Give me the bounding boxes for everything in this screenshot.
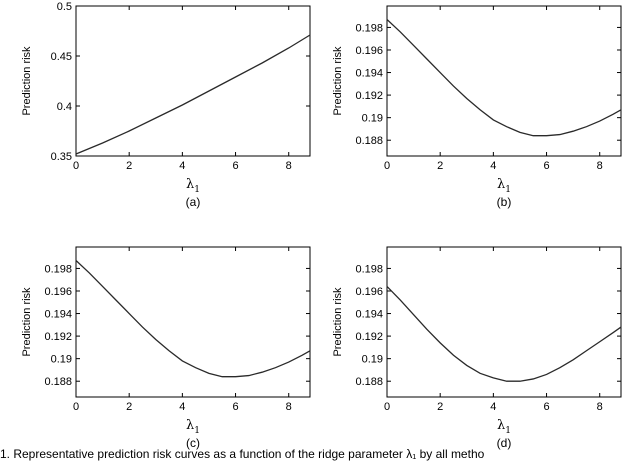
- panel-c: 0 2 4 6 8 0.188 0.19 0.192 0.194 0.196 0.198 Predic…: [21, 246, 311, 450]
- y-axis-label: Prediction risk: [21, 287, 33, 357]
- x-axis-label: λ1: [497, 418, 511, 436]
- y-tick-label: 0.194: [355, 68, 383, 80]
- x-axis-label-symbol: λ: [497, 418, 505, 433]
- x-axis-label: λ1: [186, 177, 200, 195]
- y-tick-label: 0.19: [362, 354, 383, 366]
- y-tick-label: 0.196: [355, 45, 383, 57]
- y-tick-label: 0.192: [355, 331, 383, 343]
- y-tick-label: 0.5: [57, 1, 72, 13]
- axes-frame: [386, 246, 622, 398]
- y-tick-label: 0.194: [355, 309, 383, 321]
- y-tick-label: 0.198: [355, 22, 383, 34]
- x-axis-label-subscript: 1: [505, 426, 511, 436]
- y-tick-label: 0.192: [355, 90, 383, 102]
- y-tick-label: 0.198: [355, 263, 383, 275]
- x-axis-label-symbol: λ: [497, 177, 505, 192]
- y-tick-label: 0.198: [44, 263, 72, 275]
- x-tick-label: 6: [232, 401, 238, 413]
- figure-caption: 1. Representative prediction risk curves…: [0, 447, 485, 461]
- panel-label: (c): [186, 436, 200, 450]
- y-axis-label: Prediction risk: [21, 46, 33, 116]
- x-tick-label: 4: [490, 160, 496, 172]
- x-tick-label: 8: [286, 160, 292, 172]
- panel-label: (d): [497, 436, 512, 450]
- x-axis-label-symbol: λ: [186, 177, 194, 192]
- y-tick-label: 0.4: [57, 101, 72, 113]
- x-tick-label: 0: [73, 160, 79, 172]
- x-tick-label: 8: [597, 401, 603, 413]
- x-tick-label: 0: [384, 160, 390, 172]
- y-tick-label: 0.35: [51, 151, 72, 163]
- panel-a: 0 2 4 6 8 0.35 0.4 0.45 0.5 Prediction risk λ1(a): [21, 1, 311, 209]
- panel-label: (a): [186, 195, 201, 209]
- axes-frame: [386, 5, 622, 157]
- axes-frame: [75, 5, 311, 157]
- x-tick-label: 6: [232, 160, 238, 172]
- x-tick-label: 8: [597, 160, 603, 172]
- x-tick-label: 6: [543, 160, 549, 172]
- x-tick-label: 2: [126, 401, 132, 413]
- y-tick-label: 0.194: [44, 309, 72, 321]
- x-tick-label: 2: [437, 401, 443, 413]
- y-tick-label: 0.19: [51, 354, 72, 366]
- panel-b: 0 2 4 6 8 0.188 0.19 0.192 0.194 0.196 0.198 Predic…: [332, 5, 622, 209]
- y-axis-label: Prediction risk: [332, 46, 344, 116]
- y-tick-label: 0.188: [355, 135, 383, 147]
- series-line-0: [75, 34, 311, 155]
- y-tick-label: 0.188: [355, 376, 383, 388]
- x-axis-label-subscript: 1: [194, 185, 200, 195]
- x-tick-label: 4: [179, 160, 185, 172]
- y-tick-label: 0.192: [44, 331, 72, 343]
- x-axis-label: λ1: [497, 177, 511, 195]
- x-tick-label: 2: [126, 160, 132, 172]
- y-tick-label: 0.45: [51, 51, 72, 63]
- y-tick-label: 0.196: [44, 286, 72, 298]
- y-tick-label: 0.188: [44, 376, 72, 388]
- x-tick-label: 6: [543, 401, 549, 413]
- y-axis-label: Prediction risk: [332, 287, 344, 357]
- x-tick-label: 0: [73, 401, 79, 413]
- series-line-0: [75, 260, 311, 378]
- x-tick-label: 4: [179, 401, 185, 413]
- x-axis-label-subscript: 1: [194, 426, 200, 436]
- x-tick-label: 4: [490, 401, 496, 413]
- y-tick-label: 0.19: [362, 113, 383, 125]
- panel-label: (b): [497, 195, 512, 209]
- x-tick-label: 0: [384, 401, 390, 413]
- y-tick-label: 0.196: [355, 286, 383, 298]
- axes-frame: [75, 246, 311, 398]
- series-line-0: [386, 19, 622, 137]
- x-tick-label: 2: [437, 160, 443, 172]
- panel-d: 0 2 4 6 8 0.188 0.19 0.192 0.194 0.196 0.198 Predic…: [332, 246, 622, 450]
- x-axis-label-symbol: λ: [186, 418, 194, 433]
- x-tick-label: 8: [286, 401, 292, 413]
- x-axis-label: λ1: [186, 418, 200, 436]
- series-line-0: [386, 286, 622, 382]
- x-axis-label-subscript: 1: [505, 185, 511, 195]
